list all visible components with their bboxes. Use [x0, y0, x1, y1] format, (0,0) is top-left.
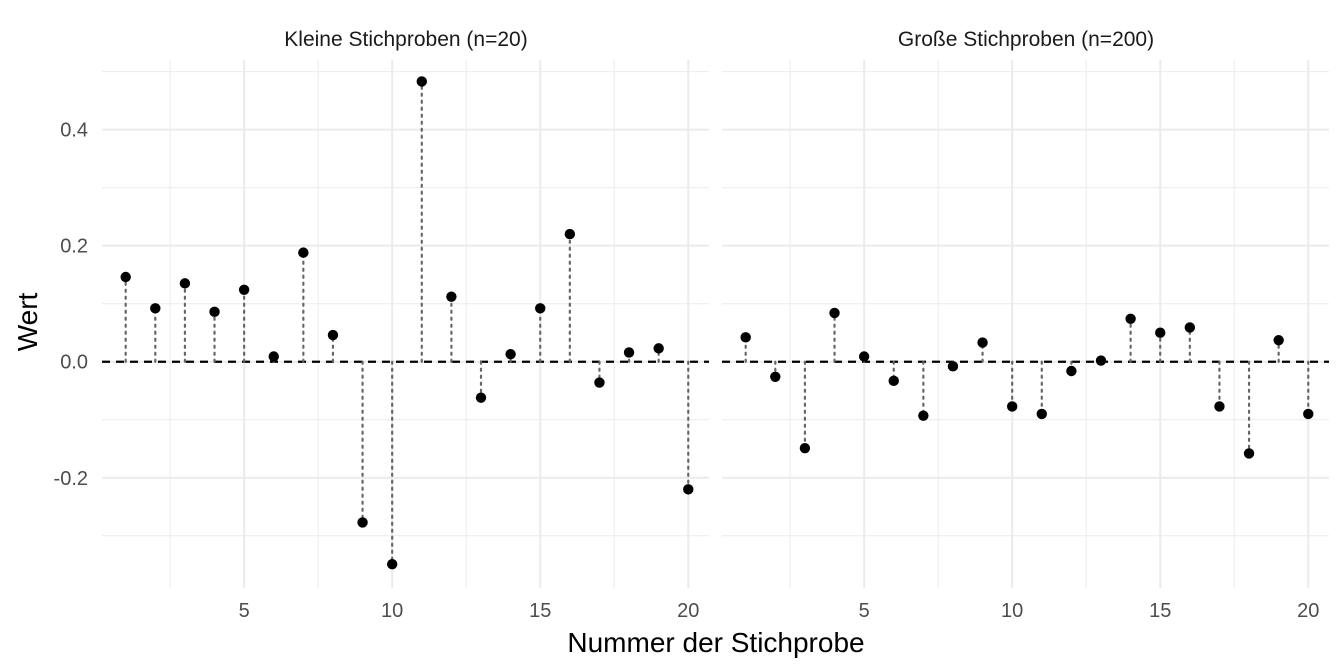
data-point	[683, 484, 694, 495]
segment-layer	[744, 311, 1310, 455]
data-point	[653, 343, 664, 354]
panel-title: Kleine Stichproben (n=20)	[284, 28, 527, 51]
panel-grid	[722, 60, 1329, 588]
panel-large-samples: Große Stichproben (n=200) 5 10 15 20	[722, 28, 1329, 622]
data-point	[564, 228, 576, 240]
data-point	[947, 361, 959, 372]
data-point	[120, 271, 131, 283]
data-point	[150, 303, 161, 314]
data-point	[1125, 313, 1136, 324]
data-point	[475, 392, 487, 403]
x-tick-labels: 5 10 15 20	[859, 600, 1320, 622]
y-tick-labels: -0.2 0.0 0.2 0.4	[54, 120, 88, 490]
data-point	[535, 303, 546, 314]
data-point	[1243, 448, 1255, 459]
data-point	[1273, 335, 1284, 346]
y-axis-title: Wert	[12, 292, 43, 351]
data-point	[1066, 365, 1077, 377]
data-point	[770, 371, 781, 382]
data-point	[623, 347, 635, 358]
data-point	[327, 329, 339, 341]
x-tick-label: 10	[381, 600, 403, 622]
x-tick-label: 10	[1001, 600, 1023, 622]
x-tick-label: 15	[1149, 600, 1171, 622]
panel-small-samples: Kleine Stichproben (n=20) 5 10 15 20	[102, 28, 709, 622]
data-point	[238, 284, 250, 295]
y-tick-label: 0.2	[60, 236, 88, 258]
data-point	[740, 332, 751, 343]
point-layer	[120, 76, 694, 570]
data-point	[1155, 327, 1166, 338]
data-point	[1214, 401, 1225, 412]
data-point	[799, 442, 811, 454]
y-tick-label: 0.0	[60, 352, 88, 374]
data-point	[858, 351, 870, 362]
data-point	[1303, 408, 1314, 420]
data-point	[446, 291, 457, 302]
data-point	[1006, 401, 1018, 412]
point-layer	[740, 307, 1314, 459]
data-point	[1095, 355, 1107, 366]
data-point	[357, 517, 368, 528]
data-point	[888, 375, 899, 387]
data-point	[298, 247, 309, 258]
y-tick-label: -0.2	[54, 468, 88, 490]
data-point	[209, 306, 220, 318]
x-tick-label: 20	[677, 600, 699, 622]
x-axis-title: Nummer der Stichprobe	[567, 627, 864, 658]
data-point	[1184, 322, 1196, 333]
data-point	[977, 337, 988, 348]
x-tick-labels: 5 10 15 20	[239, 600, 700, 622]
y-tick-label: 0.4	[60, 120, 88, 142]
data-point	[386, 559, 398, 570]
data-point	[268, 351, 279, 362]
x-tick-label: 5	[859, 600, 870, 622]
panel-title: Große Stichproben (n=200)	[898, 28, 1154, 51]
data-point	[829, 307, 840, 319]
x-tick-label: 5	[239, 600, 250, 622]
data-point	[179, 278, 191, 289]
data-point	[918, 410, 929, 421]
data-point	[594, 377, 605, 388]
data-point	[1036, 408, 1047, 420]
panel-grid	[102, 60, 709, 588]
x-tick-label: 20	[1297, 600, 1319, 622]
data-point	[416, 76, 427, 87]
segment-layer	[124, 80, 690, 566]
x-tick-label: 15	[529, 600, 551, 622]
data-point	[505, 348, 516, 360]
